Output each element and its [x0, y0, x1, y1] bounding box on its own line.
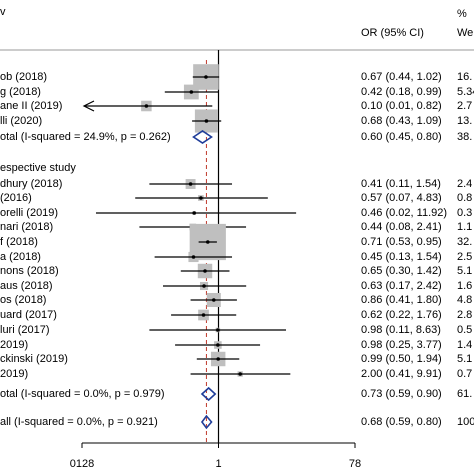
ci-text: 0.98 (0.11, 8.63)	[361, 324, 441, 336]
point-estimate	[204, 119, 209, 123]
row-label: uard (2017)	[0, 309, 57, 321]
weight-text: 16.	[457, 71, 472, 83]
ci-header: OR (95% CI)	[361, 27, 424, 39]
ci-text: 0.99 (0.50, 1.94)	[361, 353, 442, 365]
ci-text: 0.57 (0.07, 4.83)	[361, 192, 442, 204]
row-label: luri (2017)	[0, 324, 50, 336]
row-label: 2019)	[0, 339, 28, 351]
weight-text: 1.1	[457, 221, 472, 233]
row-label: 2019)	[0, 368, 28, 380]
point-estimate	[203, 269, 207, 273]
row-label: ane II (2019)	[0, 100, 62, 112]
weight-text: 5.1	[457, 353, 472, 365]
ci-text: 0.73 (0.59, 0.90)	[361, 388, 442, 400]
row-label: nons (2018)	[0, 265, 59, 277]
row-label: dhury (2018)	[0, 178, 62, 190]
x-tick-label: 1	[215, 458, 221, 470]
weight-text: 2.4	[457, 178, 472, 190]
row-label: (2016)	[0, 192, 32, 204]
row-label: otal (I-squared = 24.9%, p = 0.262)	[0, 131, 171, 143]
pooled-diamond	[192, 130, 213, 144]
ci-text: 0.62 (0.22, 1.76)	[361, 309, 442, 321]
weight-text: 0.3	[457, 207, 472, 219]
ci-text: 0.71 (0.53, 0.95)	[361, 236, 442, 248]
point-estimate	[201, 313, 206, 317]
ci-text: 0.44 (0.08, 2.41)	[361, 221, 442, 233]
row-label: lli (2020)	[0, 115, 42, 127]
pooled-diamond	[200, 414, 213, 430]
row-label: f (2018)	[0, 236, 38, 248]
ci-text: 0.42 (0.18, 0.99)	[361, 86, 442, 98]
ci-arrow	[82, 100, 95, 112]
row-label: ckinski (2019)	[0, 353, 68, 365]
point-estimate	[205, 240, 210, 244]
point-estimate	[144, 104, 149, 108]
point-estimate	[192, 211, 196, 215]
row-label: a (2018)	[0, 251, 41, 263]
row-label: os (2018)	[0, 294, 46, 306]
point-estimate	[216, 343, 220, 347]
weight-text: 0.8	[457, 192, 472, 204]
point-estimate	[199, 196, 203, 200]
ci-text: 0.45 (0.13, 1.54)	[361, 251, 442, 263]
ci-text: 0.86 (0.41, 1.80)	[361, 294, 442, 306]
weight-text: 100	[457, 416, 474, 428]
row-label: nari (2018)	[0, 221, 53, 233]
point-estimate	[188, 182, 193, 186]
weight-text: 13.	[457, 115, 472, 127]
point-estimate	[211, 298, 216, 302]
weight-text: 4.8	[457, 294, 472, 306]
ci-text: 0.68 (0.43, 1.09)	[361, 115, 442, 127]
ci-text: 2.00 (0.41, 9.91)	[361, 368, 442, 380]
row-label: aus (2018)	[0, 280, 53, 292]
ci-text: 0.98 (0.25, 3.77)	[361, 339, 442, 351]
row-label: orelli (2019)	[0, 207, 58, 219]
row-label: g (2018)	[0, 86, 41, 98]
weight-text: 5.34	[457, 86, 474, 98]
point-estimate	[189, 90, 194, 94]
row-label: ob (2018)	[0, 71, 47, 83]
weight-text: 5.1	[457, 265, 472, 277]
weight-text: 1.6	[457, 280, 472, 292]
weight-text: 61.	[457, 388, 472, 400]
row-label: espective study	[0, 162, 76, 174]
point-estimate	[202, 284, 206, 288]
ci-text: 0.68 (0.59, 0.80)	[361, 416, 442, 428]
ci-text: 0.60 (0.45, 0.80)	[361, 131, 442, 143]
point-estimate	[191, 255, 196, 259]
ci-text: 0.46 (0.02, 11.92)	[361, 207, 447, 219]
weight-text: 2.8	[457, 309, 472, 321]
ci-text: 0.41 (0.11, 1.54)	[361, 178, 441, 190]
corner-label: v	[0, 6, 6, 18]
point-estimate	[216, 328, 220, 332]
row-label: all (I-squared = 0.0%, p = 0.921)	[0, 416, 158, 428]
row-label: otal (I-squared = 0.0%, p = 0.979)	[0, 388, 165, 400]
x-tick-label: 78	[349, 458, 361, 470]
ci-text: 0.63 (0.17, 2.42)	[361, 280, 442, 292]
point-estimate	[204, 75, 208, 79]
ci-text: 0.67 (0.44, 1.02)	[361, 71, 442, 83]
weight-text: 0.5	[457, 324, 472, 336]
pooled-diamond	[200, 386, 217, 402]
point-estimate	[216, 357, 220, 361]
ci-text: 0.65 (0.30, 1.42)	[361, 265, 442, 277]
weight-text: 32.	[457, 236, 472, 248]
ci-text: 0.10 (0.01, 0.82)	[361, 100, 442, 112]
weight-text: 38.	[457, 131, 472, 143]
weight-text: 1.4	[457, 339, 472, 351]
weight-text: 2.5	[457, 251, 472, 263]
point-estimate	[238, 372, 243, 376]
weight-text: 0.7	[457, 368, 472, 380]
weight-header: We	[457, 27, 473, 39]
weight-header: %	[457, 8, 467, 20]
x-tick-label: 0128	[70, 458, 94, 470]
weight-text: 2.7	[457, 100, 472, 112]
